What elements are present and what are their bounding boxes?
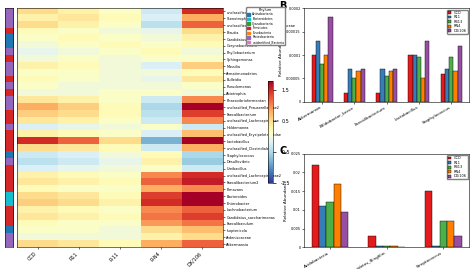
Text: C: C xyxy=(279,146,287,156)
Bar xyxy=(389,72,393,102)
Bar xyxy=(391,246,398,247)
Bar xyxy=(393,69,397,102)
Bar xyxy=(319,206,326,247)
Bar xyxy=(455,236,462,247)
Bar xyxy=(328,17,333,102)
Bar xyxy=(383,246,391,247)
Bar xyxy=(413,55,417,102)
Bar xyxy=(356,72,361,102)
Bar xyxy=(425,41,429,102)
Bar xyxy=(334,184,341,247)
Bar xyxy=(421,79,425,102)
Bar xyxy=(368,236,375,247)
Legend: CCD, R11, R413, RN4, DX/106: CCD, R11, R413, RN4, DX/106 xyxy=(447,10,467,34)
Bar xyxy=(311,55,316,102)
Legend: CCD, R11, R413, RN4, DX/106: CCD, R11, R413, RN4, DX/106 xyxy=(447,155,467,179)
Bar xyxy=(376,93,380,102)
Bar xyxy=(441,74,445,102)
Bar xyxy=(341,212,348,247)
Bar xyxy=(344,93,348,102)
Bar xyxy=(440,221,447,247)
Bar xyxy=(453,72,457,102)
Bar xyxy=(457,46,462,102)
Bar xyxy=(384,76,389,102)
Bar xyxy=(380,69,384,102)
Bar xyxy=(316,41,320,102)
Legend: Actinobacteria, Bacteroidetes, Cyanobacteria, Firmicutes, Fusobacteria, Proteoba: Actinobacteria, Bacteroidetes, Cyanobact… xyxy=(246,7,285,45)
Bar xyxy=(348,69,352,102)
Bar xyxy=(445,69,449,102)
Bar xyxy=(326,202,334,247)
Y-axis label: Relative Abundance: Relative Abundance xyxy=(279,34,283,76)
Bar xyxy=(449,57,453,102)
Bar xyxy=(311,165,319,247)
Y-axis label: Relative Abundance: Relative Abundance xyxy=(284,180,288,221)
Bar xyxy=(409,55,413,102)
Text: B: B xyxy=(279,1,287,10)
Bar xyxy=(320,64,324,102)
Bar xyxy=(417,57,421,102)
Bar xyxy=(447,221,455,247)
Bar xyxy=(375,246,383,247)
Bar xyxy=(361,69,365,102)
Bar xyxy=(324,55,328,102)
Bar xyxy=(425,191,432,247)
Bar xyxy=(352,79,356,102)
Bar xyxy=(432,246,440,247)
